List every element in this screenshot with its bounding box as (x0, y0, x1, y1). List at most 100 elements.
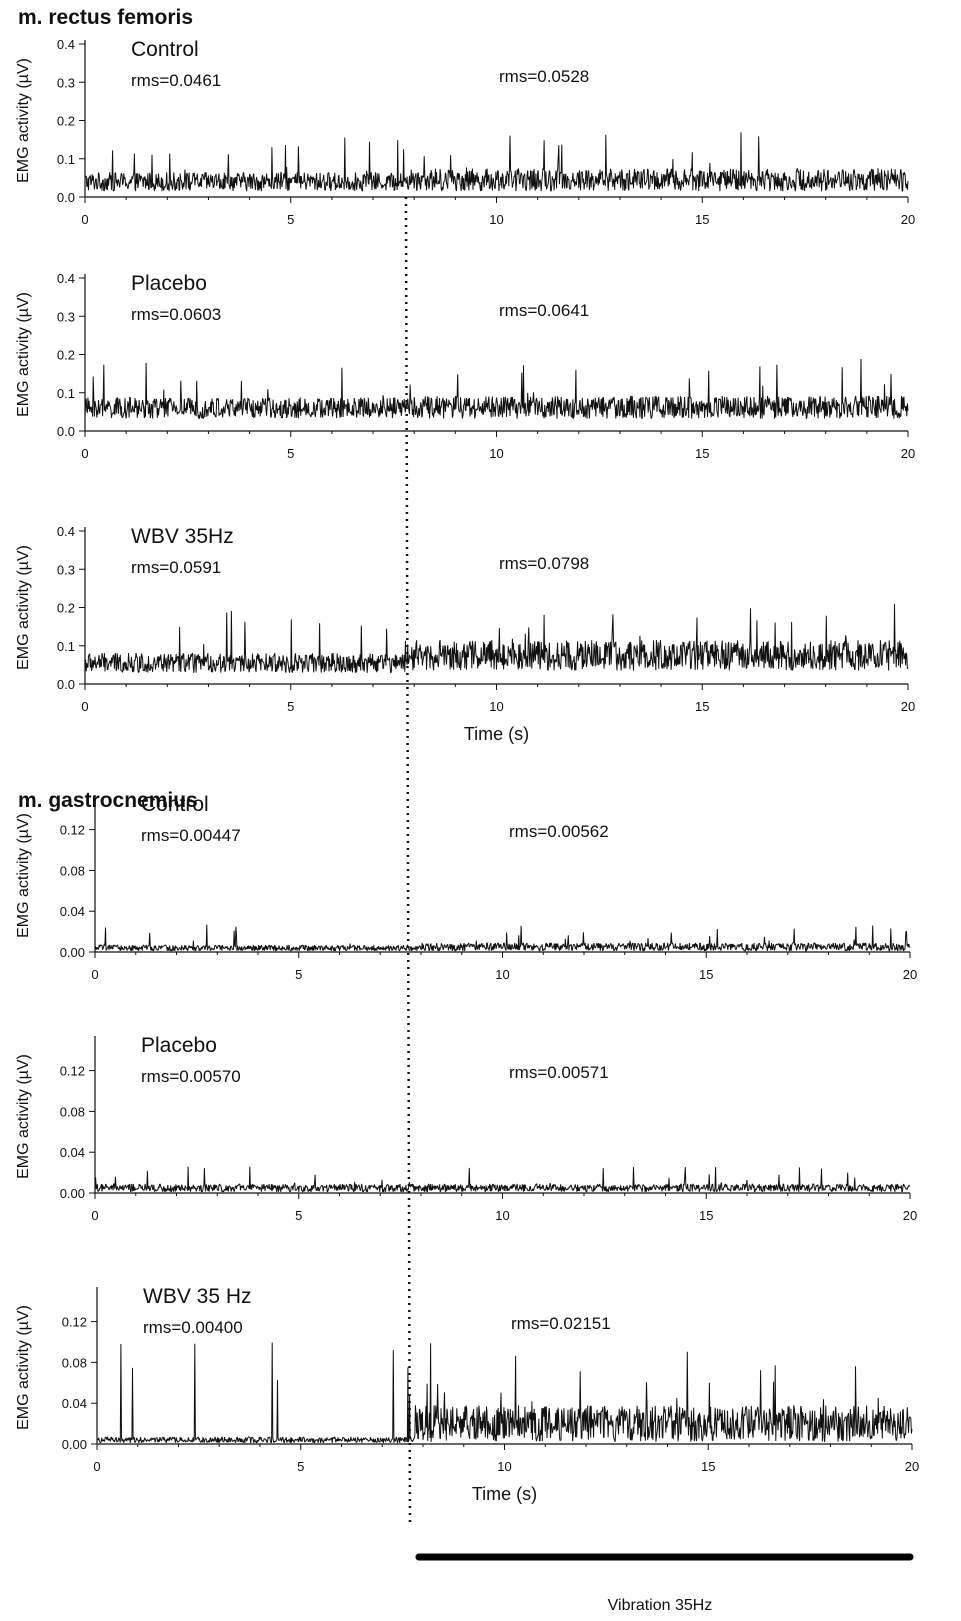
vibration-label: Vibration 35Hz (608, 1597, 713, 1614)
y-tick-label: 0.4 (57, 271, 75, 286)
rms-after-label: rms=0.00571 (509, 1063, 609, 1082)
x-tick-label: 5 (287, 212, 294, 227)
emg-panel: 0 5 10 15 20 0.00 0.04 0.08 0.12 EMG activity (µV… (15, 793, 917, 982)
rms-before-label: rms=0.00570 (141, 1067, 241, 1086)
condition-label: Placebo (131, 272, 207, 295)
condition-label: Control (131, 38, 199, 61)
section-title-rectus-femoris: m. rectus femoris (18, 6, 193, 29)
y-tick-label: 0.1 (57, 152, 75, 167)
y-axis-label: EMG activity (µV) (15, 1054, 32, 1179)
emg-panel: 0 5 10 15 20 0.0 0.1 0.2 0.3 0.4 EMG activity (µV)… (15, 524, 915, 744)
x-tick-label: 5 (295, 1208, 302, 1223)
rms-after-label: rms=0.0641 (499, 301, 589, 320)
x-tick-label: 0 (93, 1459, 100, 1474)
x-tick-label: 5 (287, 446, 294, 461)
y-tick-label: 0.08 (60, 863, 85, 878)
x-tick-label: 10 (489, 212, 503, 227)
y-axis-label: EMG activity (µV) (15, 1305, 32, 1430)
x-tick-label: 0 (81, 212, 88, 227)
emg-panel: 0 5 10 15 20 0.0 0.1 0.2 0.3 0.4 EMG activity (µV)… (15, 271, 915, 461)
x-tick-label: 10 (497, 1459, 511, 1474)
y-tick-label: 0.4 (57, 37, 75, 52)
emg-trace (84, 358, 909, 419)
y-axis-label: EMG activity (µV) (15, 545, 32, 670)
x-tick-label: 20 (901, 446, 915, 461)
x-tick-label: 0 (81, 699, 88, 714)
y-tick-label: 0.0 (57, 677, 75, 692)
x-tick-label: 20 (901, 212, 915, 227)
x-tick-label: 15 (699, 967, 713, 982)
x-tick-label: 10 (495, 967, 509, 982)
vibration-onset-line (404, 196, 412, 1526)
y-tick-label: 0.0 (57, 190, 75, 205)
x-tick-label: 15 (699, 1208, 713, 1223)
x-tick-label: 0 (91, 1208, 98, 1223)
x-tick-label: 5 (295, 967, 302, 982)
emg-panel: 0 5 10 15 20 0.00 0.04 0.08 0.12 EMG activity (µV… (15, 1034, 917, 1223)
condition-label: WBV 35 Hz (143, 1285, 252, 1308)
emg-trace (84, 603, 909, 674)
y-tick-label: 0.3 (57, 562, 75, 577)
condition-label: Control (141, 793, 209, 816)
x-tick-label: 5 (287, 699, 294, 714)
y-tick-label: 0.04 (62, 1396, 87, 1411)
y-tick-label: 0.1 (57, 386, 75, 401)
emg-trace (96, 1342, 913, 1444)
y-tick-label: 0.12 (60, 823, 85, 838)
y-tick-label: 0.3 (57, 75, 75, 90)
x-tick-label: 10 (489, 446, 503, 461)
y-tick-label: 0.1 (57, 639, 75, 654)
rms-after-label: rms=0.0528 (499, 67, 589, 86)
y-tick-label: 0.00 (60, 1186, 85, 1201)
y-tick-label: 0.2 (57, 348, 75, 363)
rms-after-label: rms=0.0798 (499, 554, 589, 573)
emg-trace (94, 924, 911, 952)
x-tick-label: 5 (297, 1459, 304, 1474)
emg-trace (84, 132, 909, 192)
x-tick-label: 20 (905, 1459, 919, 1474)
y-tick-label: 0.00 (60, 945, 85, 960)
x-tick-label: 20 (903, 1208, 917, 1223)
y-tick-label: 0.12 (62, 1315, 87, 1330)
panels: 0 5 10 15 20 0.0 0.1 0.2 0.3 0.4 EMG activity (µV)… (15, 37, 919, 1504)
x-tick-label: 15 (701, 1459, 715, 1474)
x-tick-label: 15 (695, 212, 709, 227)
y-tick-label: 0.0 (57, 424, 75, 439)
y-tick-label: 0.3 (57, 309, 75, 324)
rms-before-label: rms=0.0603 (131, 305, 221, 324)
y-tick-label: 0.2 (57, 601, 75, 616)
y-tick-label: 0.04 (60, 1145, 85, 1160)
rms-before-label: rms=0.0461 (131, 71, 221, 90)
x-tick-label: 20 (903, 967, 917, 982)
y-axis-label: EMG activity (µV) (15, 813, 32, 938)
y-tick-label: 0.08 (60, 1104, 85, 1119)
y-axis-label: EMG activity (µV) (15, 292, 32, 417)
x-tick-label: 10 (489, 699, 503, 714)
x-tick-label: 10 (495, 1208, 509, 1223)
condition-label: WBV 35Hz (131, 525, 234, 548)
rms-before-label: rms=0.00447 (141, 826, 241, 845)
y-tick-label: 0.00 (62, 1437, 87, 1452)
x-axis-label: Time (s) (464, 724, 529, 744)
x-tick-label: 15 (695, 446, 709, 461)
x-tick-label: 0 (91, 967, 98, 982)
y-tick-label: 0.4 (57, 524, 75, 539)
y-tick-label: 0.08 (62, 1355, 87, 1370)
y-tick-label: 0.04 (60, 904, 85, 919)
rms-before-label: rms=0.0591 (131, 558, 221, 577)
condition-label: Placebo (141, 1034, 217, 1057)
emg-panel: 0 5 10 15 20 0.0 0.1 0.2 0.3 0.4 EMG activity (µV)… (15, 37, 915, 227)
x-axis-label: Time (s) (472, 1484, 537, 1504)
rms-before-label: rms=0.00400 (143, 1318, 243, 1337)
y-tick-label: 0.2 (57, 114, 75, 129)
y-tick-label: 0.12 (60, 1064, 85, 1079)
rms-after-label: rms=0.00562 (509, 822, 609, 841)
emg-trace (94, 1166, 911, 1193)
section-title-gastrocnemius: m. gastrocnemius (18, 789, 198, 812)
x-tick-label: 0 (81, 446, 88, 461)
emg-panel: 0 5 10 15 20 0.00 0.04 0.08 0.12 EMG activity (µV… (15, 1285, 919, 1504)
y-axis-label: EMG activity (µV) (15, 58, 32, 183)
rms-after-label: rms=0.02151 (511, 1314, 611, 1333)
x-tick-label: 15 (695, 699, 709, 714)
